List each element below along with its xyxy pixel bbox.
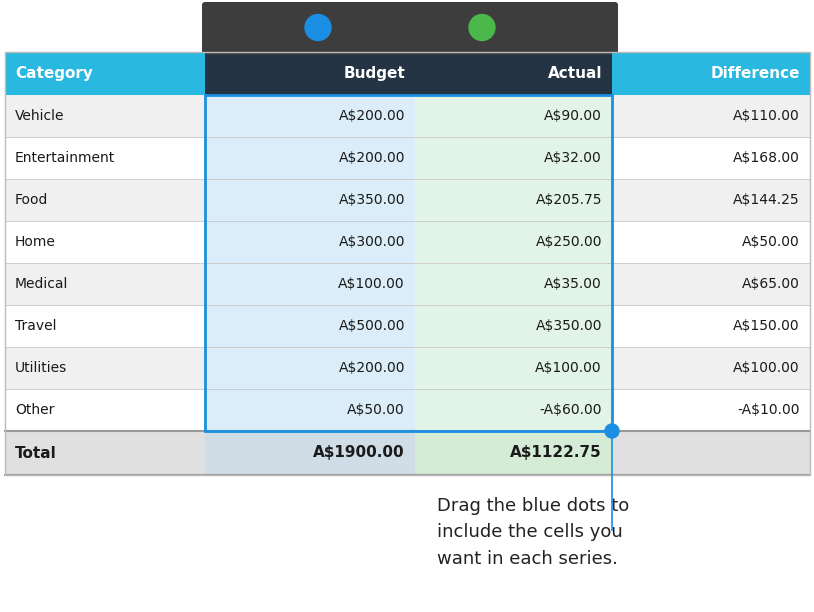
Bar [205,179,415,221]
Text: A$32.00: A$32.00 [545,151,602,165]
Text: Category: Category [15,66,93,81]
Text: Total: Total [15,446,57,460]
Text: A$65.00: A$65.00 [742,277,800,291]
Text: A$100.00: A$100.00 [536,361,602,375]
Text: Budget: Budget [344,66,405,81]
Bar [205,95,415,137]
Bar [5,179,810,221]
Text: Medical: Medical [15,277,68,291]
Text: A$200.00: A$200.00 [339,109,405,123]
Bar [5,137,810,179]
Text: A$300.00: A$300.00 [339,235,405,249]
Bar [5,95,810,137]
Bar [5,347,810,389]
Bar [415,263,612,305]
Bar [205,95,612,431]
Bar [415,137,612,179]
Text: Food: Food [15,193,48,207]
Bar [415,221,612,263]
Bar [5,221,810,263]
Text: A$200.00: A$200.00 [339,151,405,165]
Circle shape [305,15,331,40]
Bar [415,179,612,221]
Bar [5,431,810,475]
Bar [205,137,415,179]
Circle shape [469,15,495,40]
Bar [205,389,415,431]
Bar [415,389,612,431]
Bar [205,305,415,347]
Text: Summary by Category: Summary by Category [309,20,511,37]
Bar [205,431,415,475]
Bar [415,347,612,389]
Text: A$35.00: A$35.00 [545,277,602,291]
Text: A$500.00: A$500.00 [339,319,405,333]
Text: A$350.00: A$350.00 [536,319,602,333]
Text: Utilities: Utilities [15,361,68,375]
Bar [5,52,205,95]
Bar [5,389,810,431]
Text: Travel: Travel [15,319,56,333]
Text: Actual: Actual [548,66,602,81]
Text: A$50.00: A$50.00 [348,403,405,417]
Text: Home: Home [15,235,56,249]
Text: Difference: Difference [711,66,800,81]
Bar [205,263,415,305]
Text: Vehicle: Vehicle [15,109,64,123]
Text: A$90.00: A$90.00 [544,109,602,123]
Text: A$50.00: A$50.00 [742,235,800,249]
Text: A$350.00: A$350.00 [339,193,405,207]
Text: A$205.75: A$205.75 [536,193,602,207]
Text: A$144.25: A$144.25 [733,193,800,207]
Text: Drag the blue dots to
include the cells you
want in each series.: Drag the blue dots to include the cells … [437,497,629,568]
Text: -A$10.00: -A$10.00 [737,403,800,417]
Bar [5,52,810,475]
Text: Entertainment: Entertainment [15,151,116,165]
Text: -A$60.00: -A$60.00 [540,403,602,417]
Text: A$1122.75: A$1122.75 [510,446,602,460]
Text: A$110.00: A$110.00 [733,109,800,123]
Bar [5,52,810,95]
Text: A$200.00: A$200.00 [339,361,405,375]
Text: A$250.00: A$250.00 [536,235,602,249]
Bar [5,305,810,347]
Bar [415,431,612,475]
Text: A$100.00: A$100.00 [339,277,405,291]
FancyBboxPatch shape [202,2,618,55]
Bar [415,95,612,137]
Circle shape [605,424,619,438]
Text: Other: Other [15,403,55,417]
Text: A$168.00: A$168.00 [733,151,800,165]
Text: A$150.00: A$150.00 [733,319,800,333]
Text: A$1900.00: A$1900.00 [313,446,405,460]
Bar [205,221,415,263]
Bar [205,347,415,389]
Bar [415,305,612,347]
Bar [612,52,810,95]
Text: A$100.00: A$100.00 [733,361,800,375]
Bar [5,263,810,305]
